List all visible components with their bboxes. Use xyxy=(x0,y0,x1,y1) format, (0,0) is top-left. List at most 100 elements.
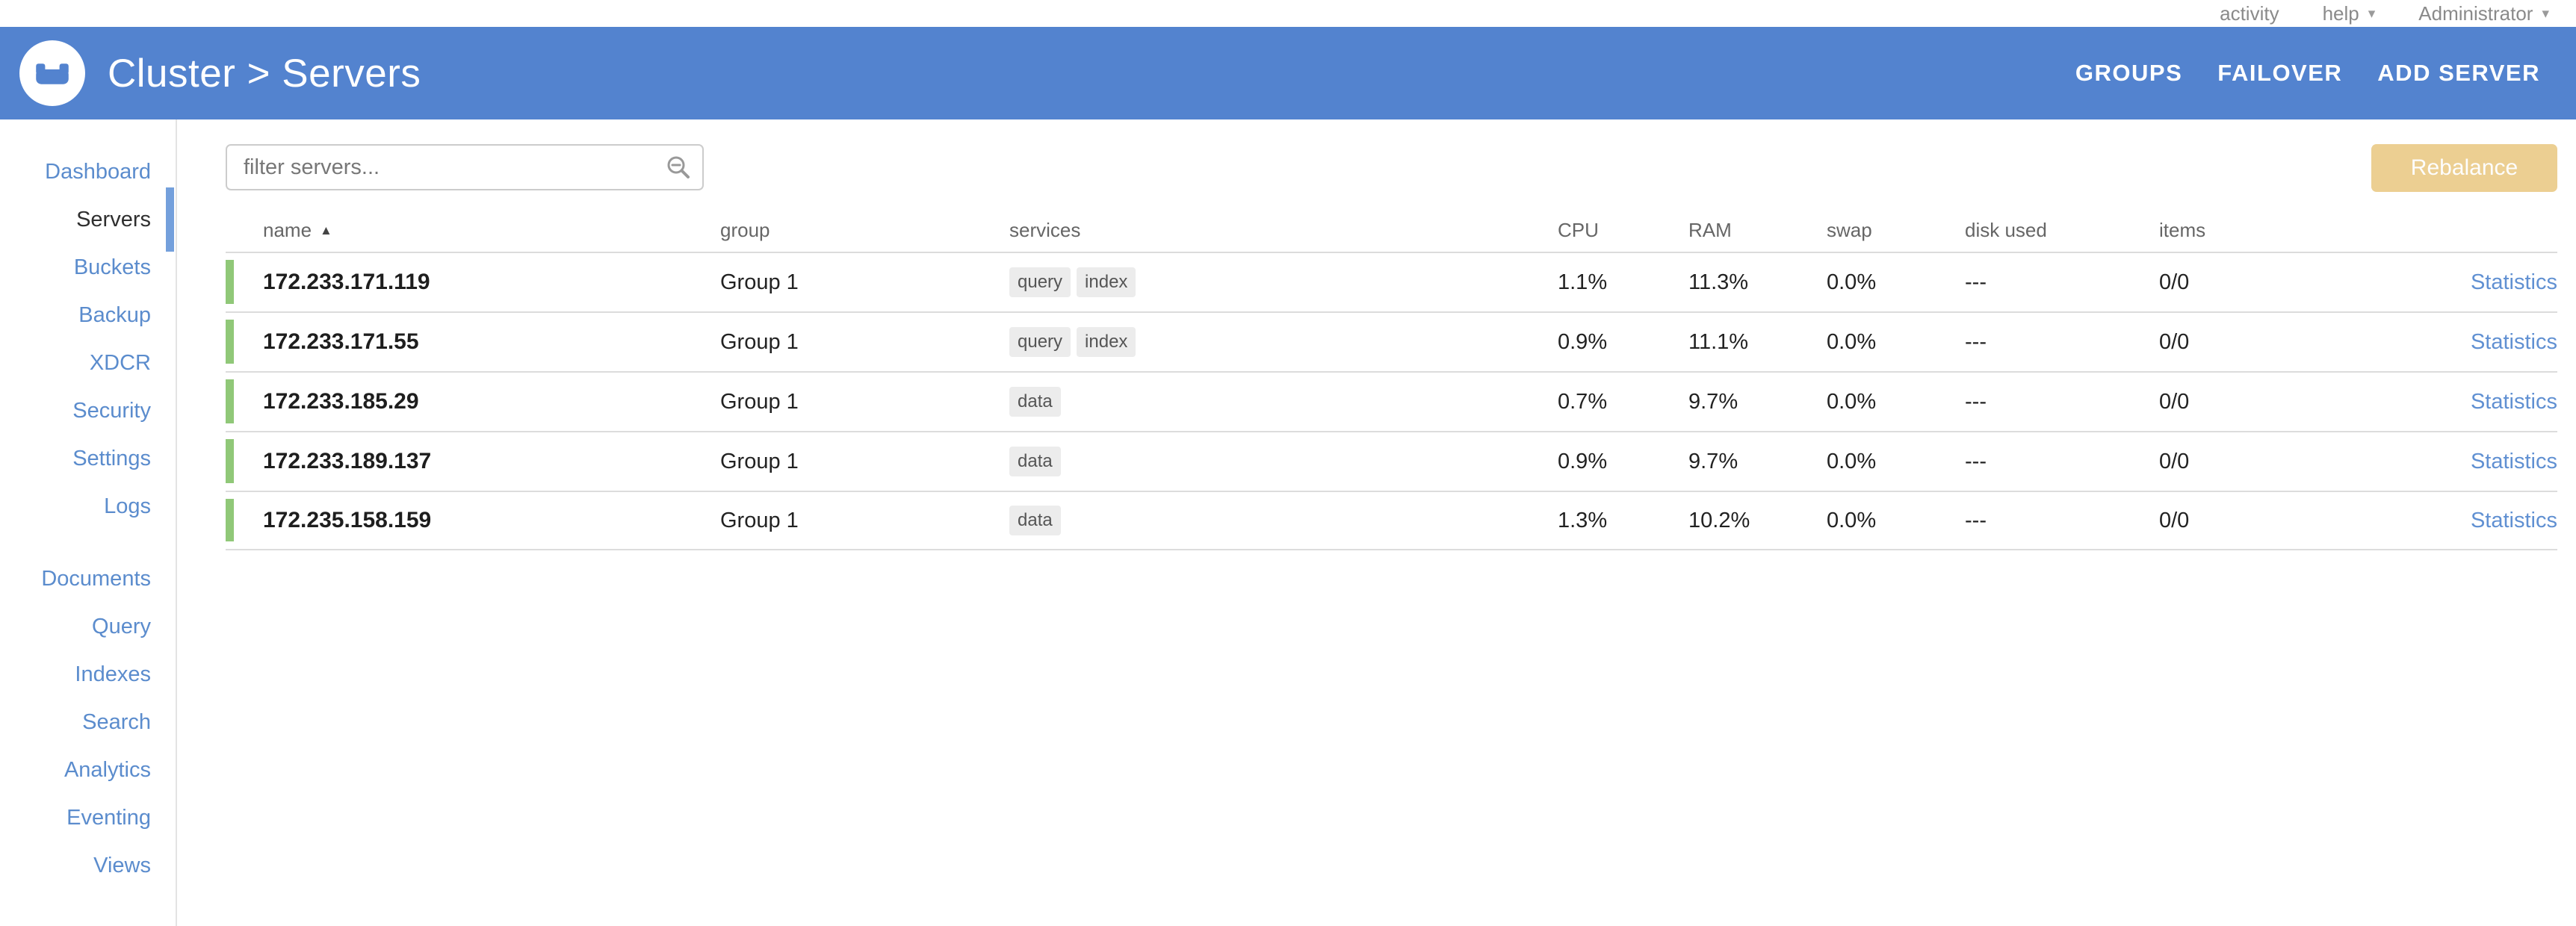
server-group: Group 1 xyxy=(720,270,799,294)
table-row: 172.233.171.55 Group 1 query index 0.9% 1… xyxy=(226,311,2557,371)
activity-label: activity xyxy=(2220,1,2279,25)
sidebar-item-label: Servers xyxy=(76,207,151,232)
server-name: 172.233.185.29 xyxy=(263,389,419,414)
sidebar-group: Dashboard Servers Buckets Backup XDCR Se… xyxy=(0,148,176,530)
server-name-cell: 172.233.185.29 xyxy=(226,373,720,431)
groups-button[interactable]: GROUPS xyxy=(2075,60,2183,86)
server-disk-used: --- xyxy=(1965,389,1987,414)
table-row: 172.233.185.29 Group 1 data 0.7% 9.7% 0.… xyxy=(226,371,2557,431)
sidebar-item-xdcr[interactable]: XDCR xyxy=(0,339,176,387)
column-header-items[interactable]: items xyxy=(2159,218,2206,241)
sidebar-group: Documents Query Indexes Search Analytics… xyxy=(0,555,176,889)
column-header-name[interactable]: name ▲ xyxy=(226,219,720,242)
toolbar: Rebalance xyxy=(226,144,2557,192)
column-header-disk-used[interactable]: disk used xyxy=(1965,218,2047,241)
app-header: Cluster > Servers GROUPS FAILOVER ADD SE… xyxy=(0,27,2576,119)
sidebar-item-label: Eventing xyxy=(66,805,151,830)
server-statistics-cell: Statistics xyxy=(2316,270,2557,295)
server-services: data xyxy=(1009,506,1558,535)
server-swap: 0.0% xyxy=(1827,329,1877,354)
active-item-indicator xyxy=(166,187,174,252)
filter-servers-input[interactable] xyxy=(226,144,704,190)
sidebar-item-logs[interactable]: Logs xyxy=(0,482,176,530)
column-header-group[interactable]: group xyxy=(720,218,770,241)
server-cpu: 0.9% xyxy=(1558,329,1608,354)
column-header-cpu[interactable]: CPU xyxy=(1558,218,1599,241)
server-health-bar xyxy=(226,439,234,483)
utility-bar: activity help ▾ Administrator ▾ xyxy=(0,0,2576,27)
sidebar-item-query[interactable]: Query xyxy=(0,603,176,650)
help-label: help xyxy=(2322,1,2359,25)
sidebar-item-label: Indexes xyxy=(75,662,151,686)
sidebar-item-analytics[interactable]: Analytics xyxy=(0,746,176,794)
statistics-link[interactable]: Statistics xyxy=(2470,270,2557,294)
service-pill-data: data xyxy=(1009,387,1061,417)
activity-link[interactable]: activity xyxy=(2220,2,2279,25)
couchbase-logo-icon xyxy=(19,40,85,106)
failover-button[interactable]: FAILOVER xyxy=(2217,60,2343,86)
sidebar-item-backup[interactable]: Backup xyxy=(0,291,176,339)
chevron-down-icon: ▾ xyxy=(2368,5,2376,22)
sort-asc-icon: ▲ xyxy=(320,223,332,237)
column-header-ram[interactable]: RAM xyxy=(1688,218,1732,241)
statistics-link[interactable]: Statistics xyxy=(2470,329,2557,354)
sidebar-item-label: Documents xyxy=(41,566,151,591)
server-ram: 11.3% xyxy=(1688,270,1749,294)
user-label: Administrator xyxy=(2418,1,2533,25)
sidebar-nav: Dashboard Servers Buckets Backup XDCR Se… xyxy=(0,119,177,926)
server-items: 0/0 xyxy=(2159,449,2190,473)
sidebar-item-security[interactable]: Security xyxy=(0,387,176,435)
sidebar-item-dashboard[interactable]: Dashboard xyxy=(0,148,176,196)
server-swap: 0.0% xyxy=(1827,270,1877,294)
server-name-cell: 172.233.171.119 xyxy=(226,253,720,311)
column-header-services[interactable]: services xyxy=(1009,218,1081,241)
server-disk-used: --- xyxy=(1965,508,1987,532)
server-statistics-cell: Statistics xyxy=(2316,390,2557,414)
server-services: data xyxy=(1009,387,1558,417)
server-statistics-cell: Statistics xyxy=(2316,509,2557,533)
user-menu[interactable]: Administrator ▾ xyxy=(2418,2,2549,25)
column-header-label: name xyxy=(263,218,312,241)
server-statistics-cell: Statistics xyxy=(2316,450,2557,474)
server-swap: 0.0% xyxy=(1827,449,1877,473)
sidebar-item-search[interactable]: Search xyxy=(0,698,176,746)
sidebar-item-documents[interactable]: Documents xyxy=(0,555,176,603)
search-icon xyxy=(667,156,690,178)
server-group: Group 1 xyxy=(720,508,799,532)
sidebar-item-views[interactable]: Views xyxy=(0,842,176,889)
server-items: 0/0 xyxy=(2159,389,2190,414)
table-row: 172.235.158.159 Group 1 data 1.3% 10.2% … xyxy=(226,491,2557,550)
sidebar-item-label: Query xyxy=(92,614,151,638)
main-content: Rebalance name ▲ group services CPU RAM … xyxy=(177,119,2576,926)
sidebar-item-label: Settings xyxy=(72,446,151,470)
server-group: Group 1 xyxy=(720,449,799,473)
statistics-link[interactable]: Statistics xyxy=(2470,508,2557,532)
rebalance-button[interactable]: Rebalance xyxy=(2371,144,2557,192)
add-server-button[interactable]: ADD SERVER xyxy=(2377,60,2540,86)
column-header-swap[interactable]: swap xyxy=(1827,218,1872,241)
sidebar-item-buckets[interactable]: Buckets xyxy=(0,243,176,291)
sidebar-item-servers[interactable]: Servers xyxy=(0,187,176,252)
statistics-link[interactable]: Statistics xyxy=(2470,389,2557,414)
server-services: query index xyxy=(1009,267,1558,297)
servers-table: 172.233.171.119 Group 1 query index 1.1% … xyxy=(226,252,2557,550)
help-menu[interactable]: help ▾ xyxy=(2323,2,2376,25)
sidebar-item-label: Security xyxy=(72,398,151,423)
sidebar-item-settings[interactable]: Settings xyxy=(0,435,176,482)
server-ram: 9.7% xyxy=(1688,389,1739,414)
page-title: Cluster > Servers xyxy=(108,51,421,96)
table-row: 172.233.189.137 Group 1 data 0.9% 9.7% 0… xyxy=(226,431,2557,491)
filter-field-wrap xyxy=(226,144,704,190)
service-pill-query: query xyxy=(1009,327,1071,357)
server-items: 0/0 xyxy=(2159,270,2190,294)
server-services: data xyxy=(1009,447,1558,476)
server-cpu: 1.3% xyxy=(1558,508,1608,532)
statistics-link[interactable]: Statistics xyxy=(2470,449,2557,473)
service-pill-query: query xyxy=(1009,267,1071,297)
sidebar-item-label: Logs xyxy=(104,494,151,518)
server-name: 172.233.171.55 xyxy=(263,329,419,354)
sidebar-item-indexes[interactable]: Indexes xyxy=(0,650,176,698)
sidebar-item-eventing[interactable]: Eventing xyxy=(0,794,176,842)
server-disk-used: --- xyxy=(1965,449,1987,473)
server-ram: 10.2% xyxy=(1688,508,1750,532)
